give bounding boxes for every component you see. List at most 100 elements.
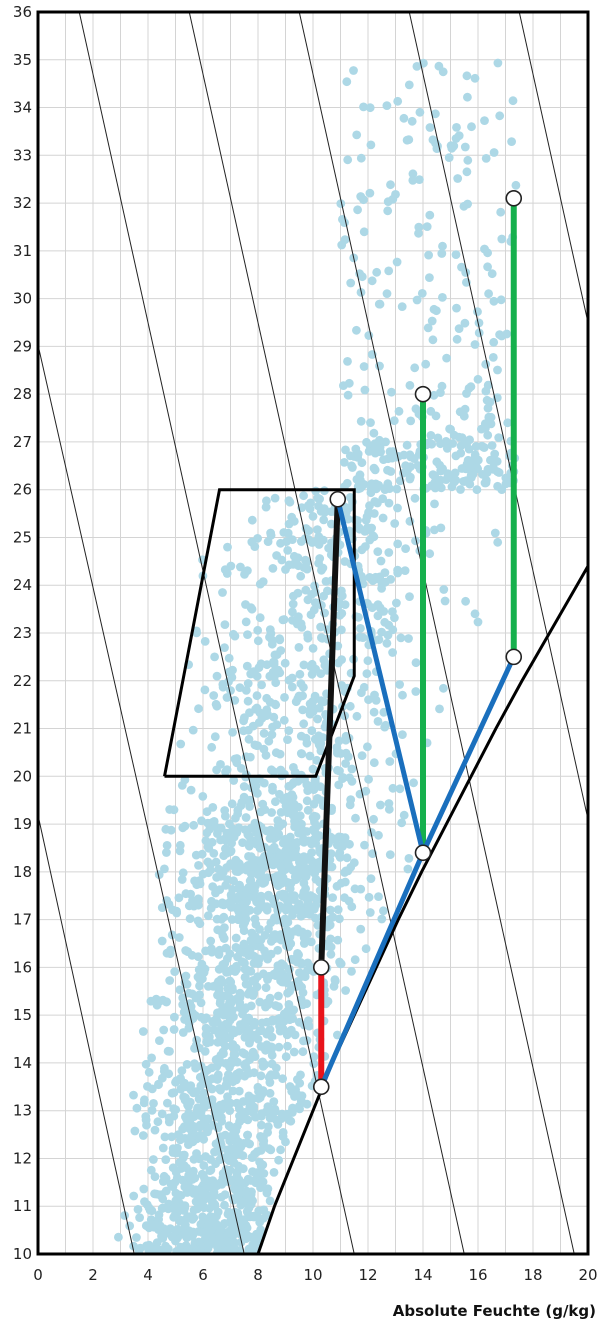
scatter-point	[222, 693, 232, 702]
scatter-point	[261, 983, 271, 993]
scatter-point	[125, 1221, 135, 1231]
comfort-zone	[163, 488, 356, 778]
scatter-point	[139, 1098, 149, 1108]
scatter-point	[432, 306, 441, 316]
scatter-point	[298, 705, 308, 715]
scatter-point	[302, 827, 312, 836]
scatter-point	[464, 384, 474, 393]
scatter-point	[195, 981, 204, 991]
y-tick-label: 31	[13, 242, 32, 260]
scatter-point	[421, 359, 431, 369]
y-tick-label: 30	[13, 290, 32, 308]
scatter-point	[474, 318, 484, 328]
scatter-point	[397, 818, 407, 828]
scatter-point	[389, 416, 399, 426]
scatter-point	[210, 1191, 219, 1201]
scatter-point	[226, 896, 236, 906]
scatter-point	[369, 707, 379, 717]
y-tick-label: 10	[13, 1245, 32, 1263]
scatter-point	[395, 680, 404, 689]
scatter-point	[147, 1053, 157, 1063]
scatter-point	[359, 102, 368, 112]
scatter-point	[393, 568, 403, 578]
scatter-point	[194, 1043, 204, 1053]
scatter-point	[319, 515, 329, 525]
scatter-point	[256, 1071, 266, 1081]
scatter-point	[218, 588, 227, 597]
scatter-point	[254, 954, 263, 964]
scatter-point	[429, 390, 439, 400]
scatter-point	[383, 465, 392, 475]
scatter-point	[470, 73, 480, 83]
scatter-point	[267, 635, 277, 645]
scatter-point	[248, 823, 258, 833]
scatter-point	[307, 726, 317, 736]
scatter-point	[187, 989, 197, 999]
scatter-point	[226, 561, 236, 571]
scatter-point	[296, 1070, 305, 1080]
scatter-point	[243, 630, 252, 639]
scatter-point	[352, 475, 362, 484]
scatter-point	[153, 1117, 163, 1127]
scatter-point	[190, 1059, 199, 1068]
scatter-point	[380, 568, 390, 577]
scatter-point	[245, 802, 255, 811]
scatter-point	[463, 92, 472, 102]
scatter-point	[304, 526, 314, 536]
scatter-point	[269, 1168, 279, 1177]
scatter-point	[495, 111, 505, 121]
scatter-point	[241, 979, 251, 989]
scatter-point	[190, 1011, 200, 1020]
scatter-point	[264, 1073, 274, 1083]
scatter-point	[315, 554, 325, 563]
scatter-point	[250, 886, 259, 896]
scatter-point	[431, 109, 440, 119]
scatter-point	[169, 805, 179, 815]
scatter-point	[252, 982, 262, 992]
process-lines	[318, 195, 517, 1090]
scatter-point	[337, 625, 346, 635]
scatter-point	[144, 1223, 154, 1233]
scatter-point	[283, 988, 292, 998]
scatter-point	[453, 174, 463, 183]
scatter-point	[303, 958, 313, 968]
scatter-point	[368, 531, 378, 541]
scatter-point	[307, 848, 317, 857]
scatter-point	[347, 461, 356, 471]
scatter-point	[239, 926, 249, 936]
scatter-point	[174, 933, 184, 942]
scatter-point	[203, 1036, 213, 1045]
scatter-point	[345, 839, 354, 849]
scatter-point	[301, 893, 311, 903]
y-tick-label: 16	[13, 958, 32, 976]
scatter-point	[497, 485, 507, 494]
scatter-point	[371, 696, 381, 705]
scatter-point	[337, 655, 346, 664]
scatter-point	[309, 1052, 319, 1062]
scatter-point	[480, 116, 489, 125]
scatter-point	[213, 1008, 222, 1018]
enthalpy-lines	[38, 12, 588, 1254]
scatter-point	[369, 509, 379, 518]
scatter-point	[282, 858, 292, 867]
scatter-point	[473, 617, 483, 627]
scatter-point	[319, 655, 329, 665]
scatter-point	[176, 1133, 186, 1143]
scatter-point	[407, 116, 417, 126]
scatter-point	[428, 335, 438, 345]
scatter-point	[203, 982, 213, 991]
scatter-point	[170, 967, 180, 976]
scatter-point	[239, 792, 249, 802]
scatter-point	[502, 329, 512, 339]
scatter-point	[212, 914, 222, 924]
scatter-point	[212, 671, 222, 681]
scatter-point	[247, 515, 257, 525]
scatter-point	[326, 905, 335, 915]
scatter-point	[242, 887, 251, 897]
scatter-point	[244, 734, 254, 744]
scatter-point	[343, 390, 353, 400]
scatter-point	[231, 813, 240, 823]
state-point-marker	[329, 490, 347, 508]
scatter-point	[301, 555, 310, 565]
scatter-point	[459, 411, 469, 421]
